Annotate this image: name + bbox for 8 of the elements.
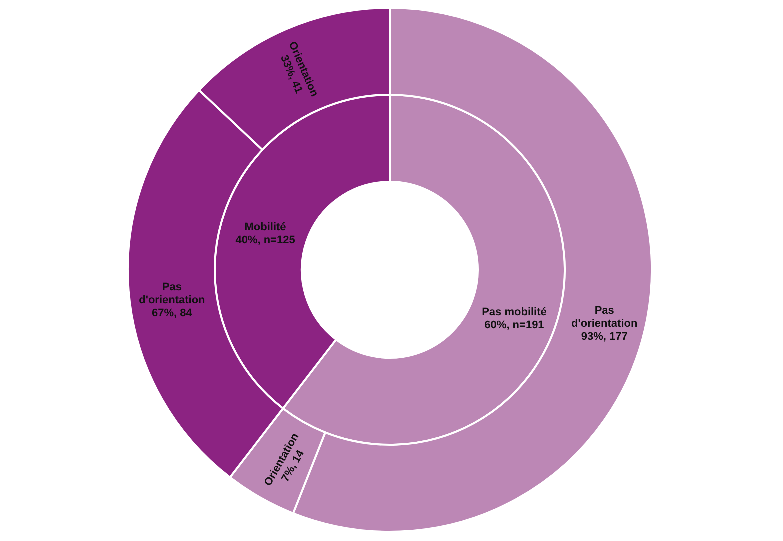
slice-label: Pas d'orientation (139, 281, 206, 306)
data-label: 67%, 84 (152, 307, 194, 320)
data-label: 93%, 177 (581, 331, 628, 344)
slice-label: Pas mobilité (482, 306, 547, 318)
data-label: 40%, n=125 (236, 234, 296, 247)
data-label: 60%, n=191 (484, 319, 544, 332)
slice-label: Pas d'orientation (572, 305, 638, 330)
slice-label: Mobilité (244, 222, 286, 234)
